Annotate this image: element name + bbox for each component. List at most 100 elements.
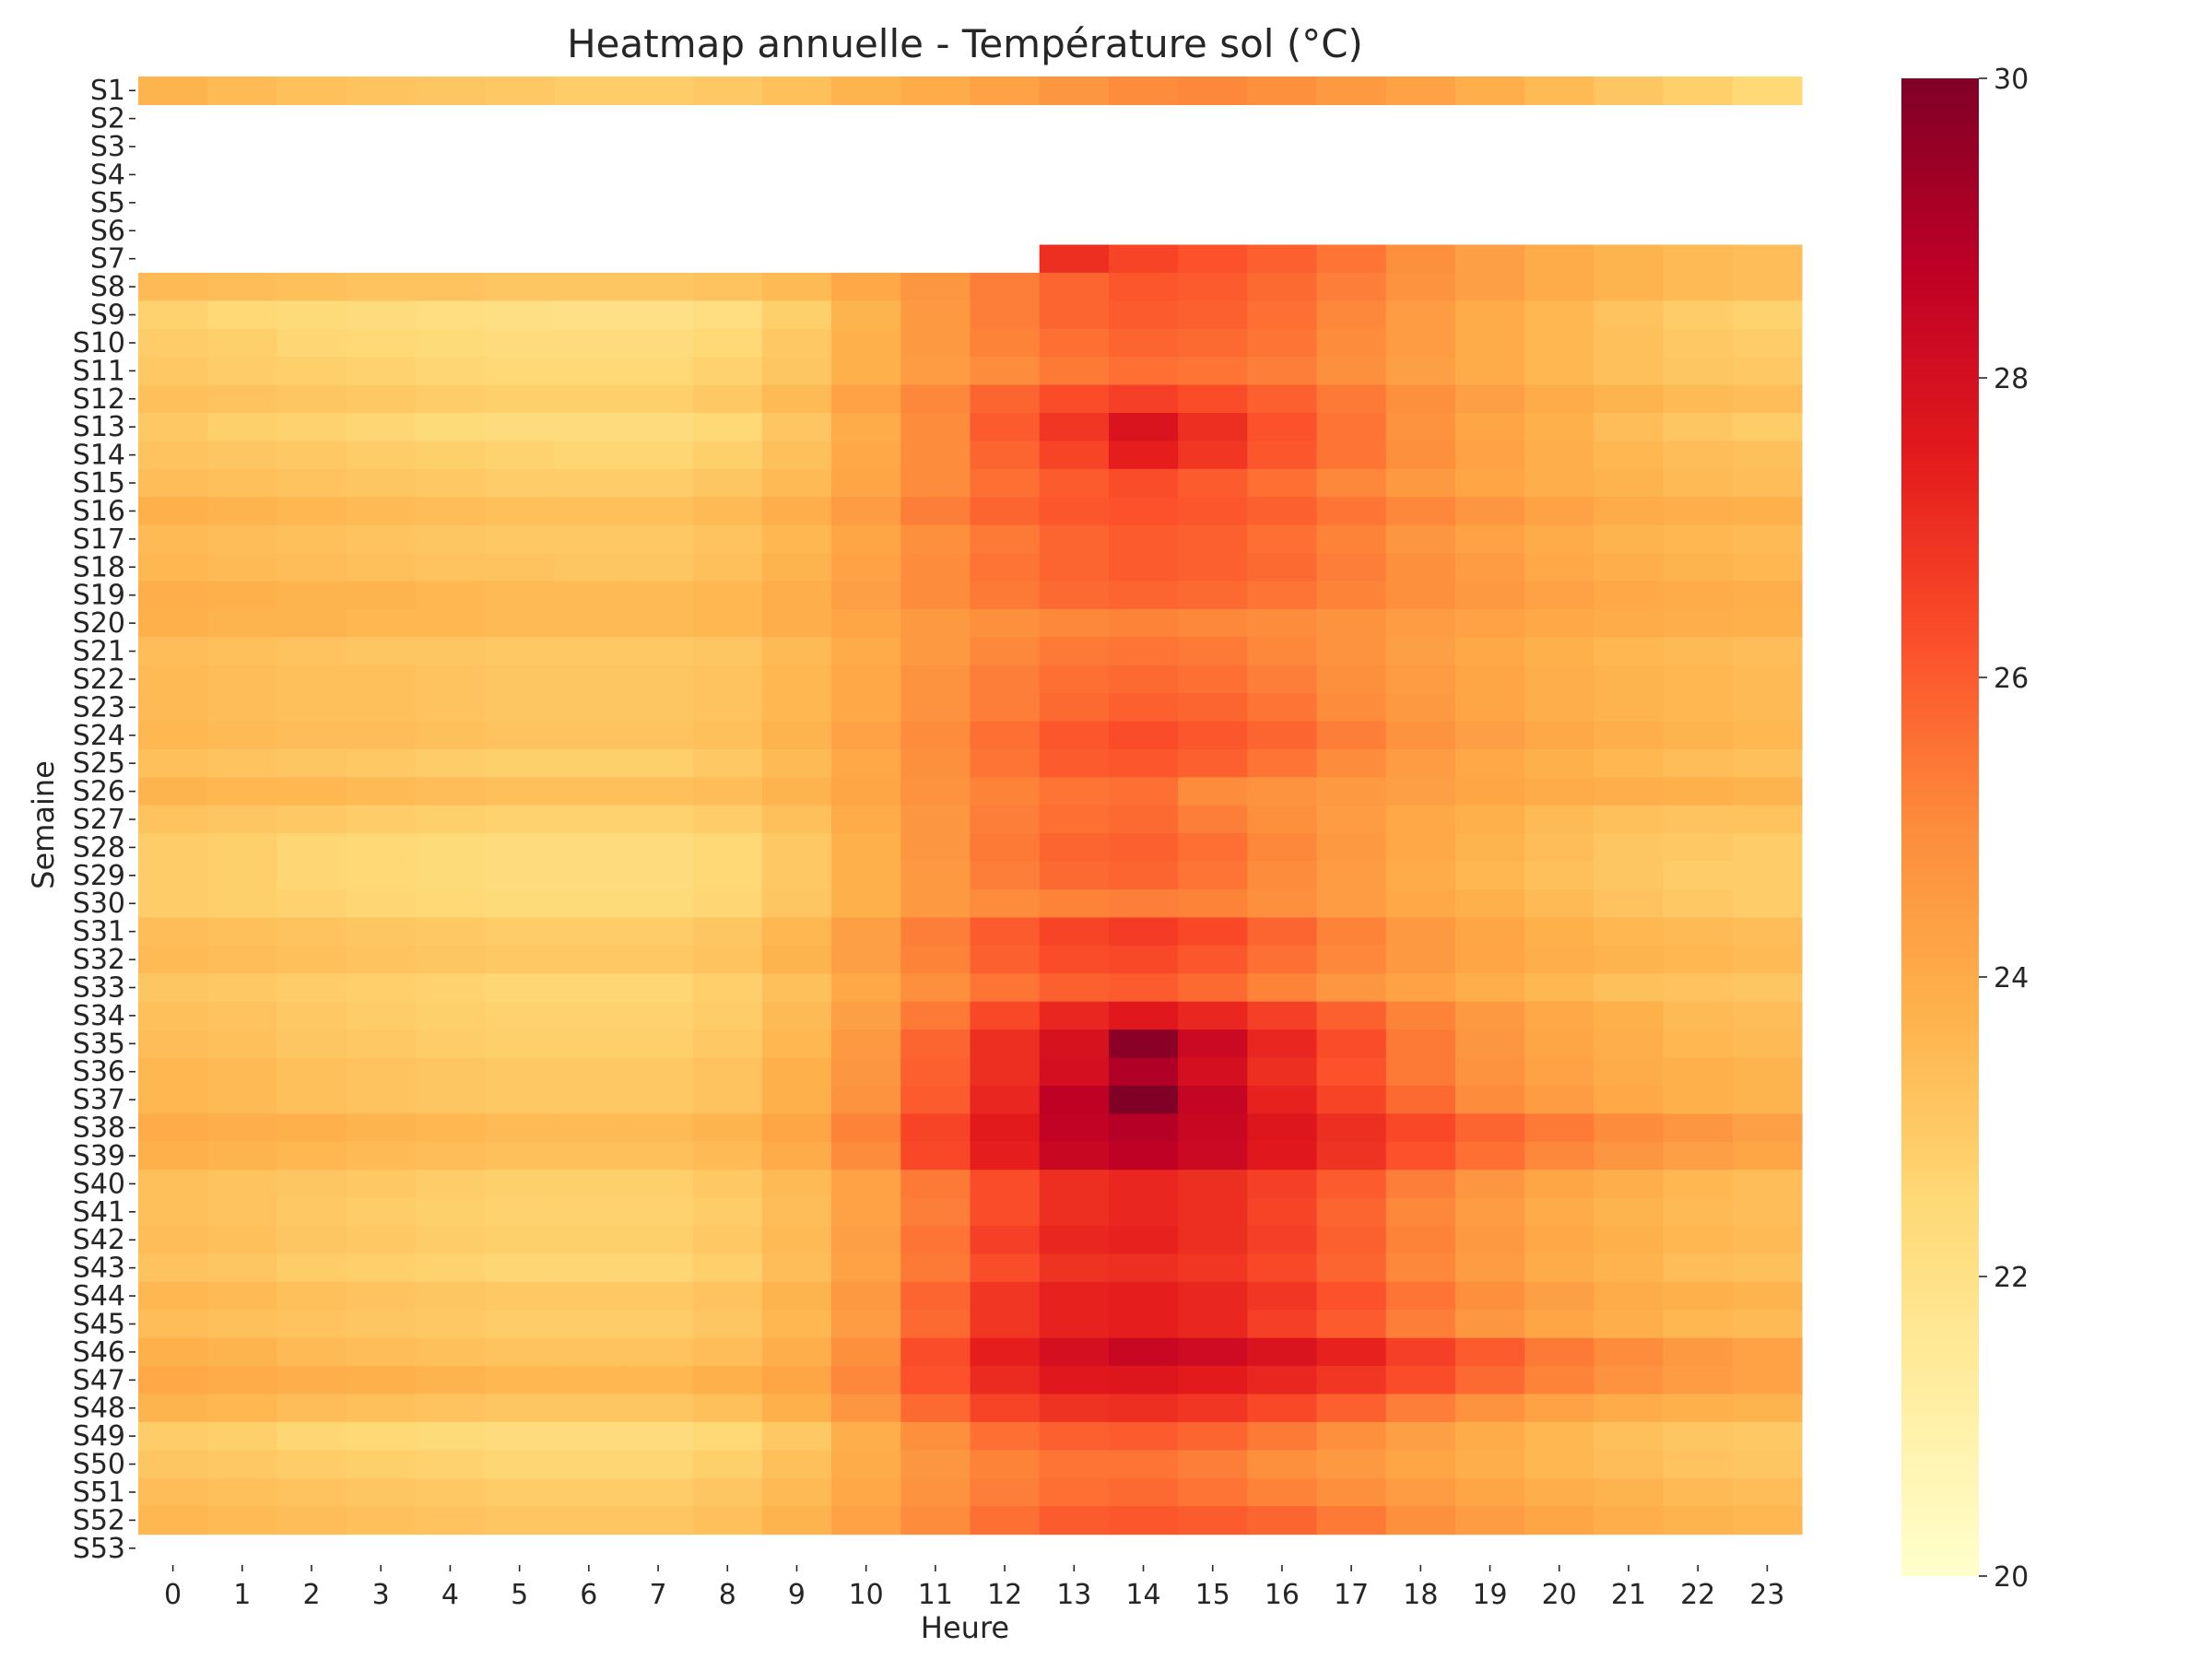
heatmap-cell bbox=[1732, 553, 1803, 582]
heatmap-cell bbox=[1663, 1001, 1734, 1030]
heatmap-cell bbox=[831, 945, 901, 974]
heatmap-cell bbox=[1039, 468, 1110, 498]
heatmap-cell bbox=[485, 384, 555, 414]
heatmap-cell bbox=[276, 272, 347, 301]
heatmap-cell bbox=[1454, 384, 1525, 414]
heatmap-cell bbox=[1316, 1366, 1387, 1395]
heatmap-cell bbox=[346, 889, 417, 919]
heatmap-cell bbox=[1594, 441, 1665, 470]
heatmap-cell bbox=[1316, 637, 1387, 666]
heatmap-cell bbox=[692, 468, 763, 498]
heatmap-cell bbox=[692, 721, 763, 750]
heatmap-cell bbox=[1732, 1253, 1803, 1283]
heatmap-cell bbox=[1247, 608, 1318, 638]
heatmap-cell bbox=[415, 1337, 486, 1367]
heatmap-cell bbox=[415, 1001, 486, 1030]
y-tick-label: S15 bbox=[73, 467, 125, 500]
heatmap-cell bbox=[1663, 693, 1734, 723]
heatmap-cell bbox=[1178, 1057, 1248, 1087]
heatmap-cell bbox=[831, 1141, 901, 1171]
heatmap-cell bbox=[623, 1030, 694, 1059]
heatmap-cell bbox=[692, 1141, 763, 1171]
heatmap-cell bbox=[1454, 748, 1525, 778]
heatmap-cell bbox=[1524, 468, 1594, 498]
heatmap-cell bbox=[1178, 357, 1248, 386]
heatmap-cell bbox=[1732, 300, 1803, 330]
heatmap-cell bbox=[692, 1197, 763, 1227]
heatmap-cell bbox=[623, 384, 694, 414]
heatmap-cell bbox=[1385, 748, 1456, 778]
heatmap-cell bbox=[1178, 1001, 1248, 1030]
heatmap-cell bbox=[485, 1506, 555, 1535]
heatmap-cell bbox=[1594, 973, 1665, 1003]
heatmap-cell bbox=[831, 272, 901, 301]
heatmap-cell bbox=[1663, 244, 1734, 274]
heatmap-cell bbox=[415, 524, 486, 554]
heatmap-cell bbox=[554, 1366, 625, 1395]
heatmap-cell bbox=[207, 1170, 278, 1199]
heatmap-cell bbox=[1385, 1226, 1456, 1255]
heatmap-cell bbox=[1454, 1141, 1525, 1171]
x-tick-label: 3 bbox=[372, 1579, 390, 1611]
heatmap-cell bbox=[900, 300, 971, 330]
y-tick-label: S53 bbox=[73, 1533, 125, 1565]
heatmap-cell bbox=[554, 693, 625, 723]
heatmap-cell bbox=[485, 1030, 555, 1059]
heatmap-cell bbox=[1108, 1366, 1179, 1395]
heatmap-cell bbox=[831, 608, 901, 638]
heatmap-cell bbox=[1316, 272, 1387, 301]
heatmap-cell bbox=[970, 1085, 1041, 1114]
heatmap-cell bbox=[761, 300, 832, 330]
heatmap-cell bbox=[761, 1281, 832, 1311]
heatmap-cell bbox=[1454, 1394, 1525, 1423]
x-tick-label: 17 bbox=[1334, 1579, 1369, 1611]
heatmap-cell bbox=[623, 1001, 694, 1030]
heatmap-cell bbox=[692, 1226, 763, 1255]
heatmap-cell bbox=[1039, 441, 1110, 470]
heatmap-cell bbox=[831, 777, 901, 806]
heatmap-cell bbox=[485, 1001, 555, 1030]
heatmap-cell bbox=[970, 1450, 1041, 1479]
heatmap-cell bbox=[761, 1310, 832, 1339]
heatmap-cell bbox=[1316, 328, 1387, 358]
heatmap-cell bbox=[554, 1141, 625, 1171]
heatmap-cell bbox=[1178, 328, 1248, 358]
heatmap-cell bbox=[970, 1394, 1041, 1423]
heatmap-cell bbox=[1247, 412, 1318, 441]
heatmap-cell bbox=[554, 497, 625, 526]
heatmap-cell bbox=[1524, 1141, 1594, 1171]
heatmap-cell bbox=[1524, 917, 1594, 947]
heatmap-cell bbox=[1732, 1477, 1803, 1507]
x-tick-label: 22 bbox=[1680, 1579, 1715, 1611]
heatmap-cell bbox=[485, 917, 555, 947]
heatmap-cell bbox=[1178, 973, 1248, 1003]
heatmap-cell bbox=[554, 1226, 625, 1255]
heatmap-cell bbox=[692, 777, 763, 806]
heatmap-cell bbox=[831, 693, 901, 723]
heatmap-cell bbox=[415, 581, 486, 610]
heatmap-cell bbox=[1594, 1506, 1665, 1535]
heatmap-cell bbox=[485, 1141, 555, 1171]
heatmap-cell bbox=[1316, 412, 1387, 441]
heatmap-cell bbox=[692, 889, 763, 919]
heatmap-cell bbox=[1039, 1170, 1110, 1199]
heatmap-cell bbox=[207, 524, 278, 554]
heatmap-cell bbox=[138, 1281, 208, 1311]
heatmap-cell bbox=[761, 1506, 832, 1535]
heatmap-cell bbox=[761, 1141, 832, 1171]
heatmap-cell bbox=[1732, 777, 1803, 806]
heatmap-cell bbox=[831, 665, 901, 694]
heatmap-cell bbox=[1663, 328, 1734, 358]
heatmap-cell bbox=[970, 1281, 1041, 1311]
heatmap-cell bbox=[831, 1253, 901, 1283]
heatmap-cell bbox=[554, 412, 625, 441]
heatmap-cell bbox=[415, 300, 486, 330]
heatmap-cell bbox=[831, 637, 901, 666]
heatmap-cell bbox=[138, 1001, 208, 1030]
heatmap-cell bbox=[692, 76, 763, 106]
heatmap-cell bbox=[1039, 721, 1110, 750]
colorbar-tick-label: 24 bbox=[1994, 962, 2029, 994]
heatmap-cell bbox=[1732, 328, 1803, 358]
heatmap-cell bbox=[1178, 1253, 1248, 1283]
heatmap-cell bbox=[761, 1085, 832, 1114]
